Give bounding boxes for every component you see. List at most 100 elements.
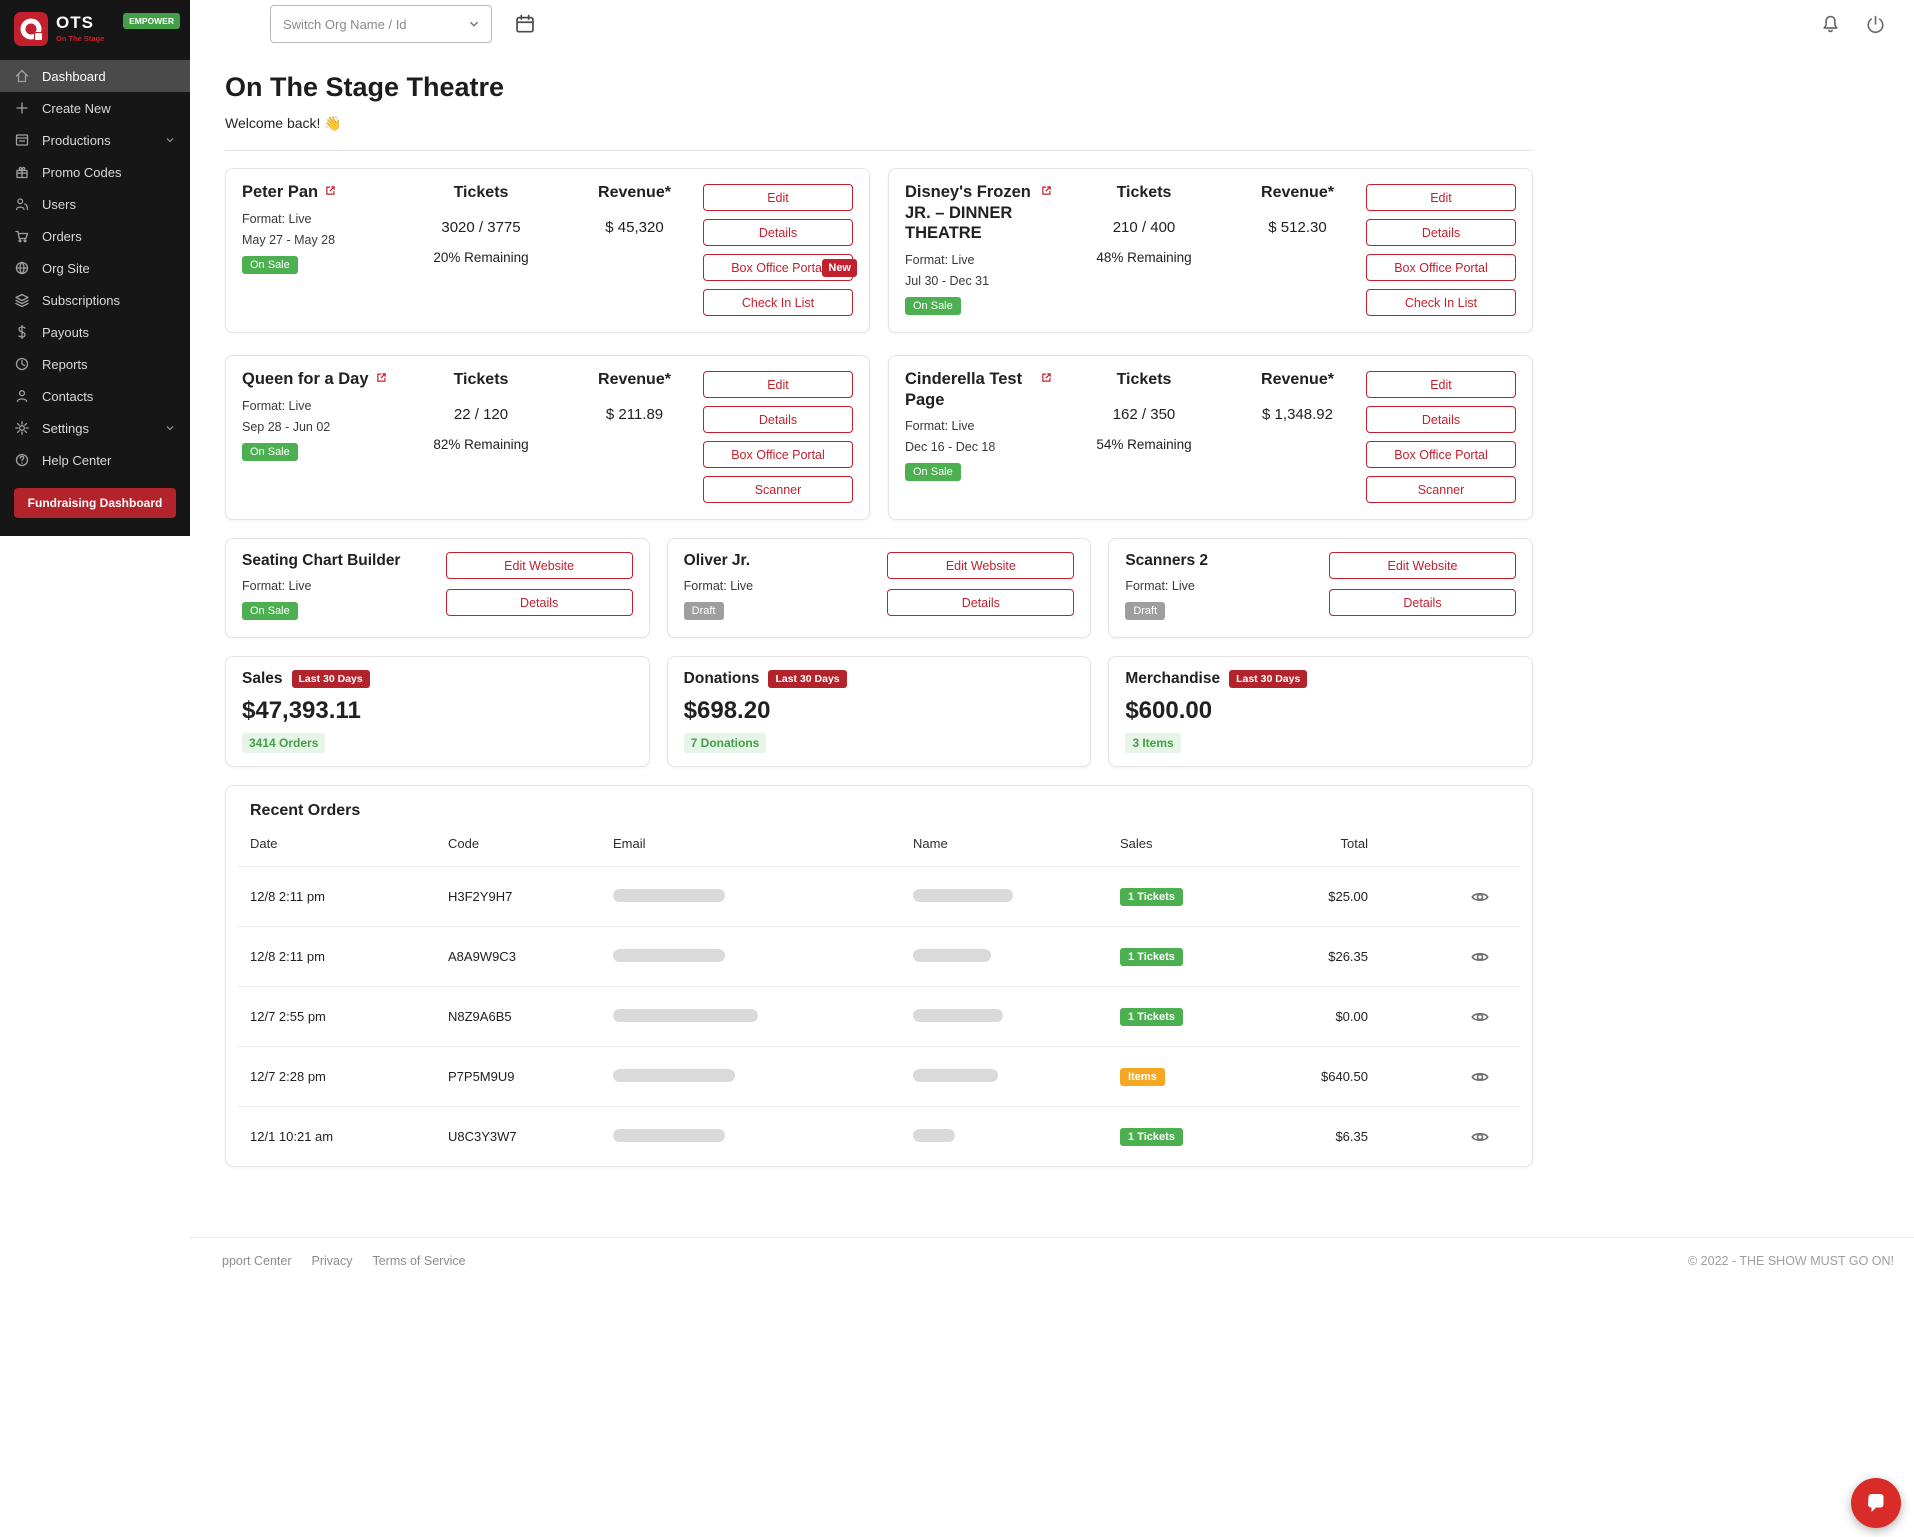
sidebar-item-settings[interactable]: Settings	[0, 412, 190, 444]
column-header-code: Code	[448, 835, 480, 851]
production-title: Queen for a Day	[242, 370, 369, 388]
chevron-down-icon	[164, 134, 176, 146]
globe-icon	[14, 260, 30, 276]
sidebar-item-label: Users	[42, 196, 76, 212]
calendar-icon[interactable]	[514, 13, 536, 35]
view-order-eye-icon[interactable]	[1452, 1067, 1508, 1087]
check-in-list-button[interactable]: Check In List	[1366, 289, 1516, 316]
details-button[interactable]: Details	[445, 589, 633, 616]
external-link-icon[interactable]	[324, 184, 337, 197]
check-in-list-button[interactable]: Check In List	[703, 289, 853, 316]
sidebar-item-help-center[interactable]: Help Center	[0, 444, 190, 476]
sidebar-item-create-new[interactable]: Create New	[0, 92, 190, 124]
table-row: 12/7 2:28 pm P7P5M9U9 Items $640.50	[238, 1046, 1520, 1106]
power-logout-icon[interactable]	[1865, 14, 1886, 35]
redacted-name	[913, 888, 1013, 902]
edit-button[interactable]: Edit	[1366, 184, 1516, 211]
footer-link-privacy[interactable]: Privacy	[311, 1253, 353, 1268]
scanner-button[interactable]: Scanner	[1366, 476, 1516, 503]
sidebar-item-subscriptions[interactable]: Subscriptions	[0, 284, 190, 316]
box-office-portal-button[interactable]: Box Office Portal New	[703, 254, 857, 281]
sidebar-item-label: Productions	[42, 132, 111, 148]
production-format: Format: Live	[905, 252, 975, 267]
details-button[interactable]: Details	[703, 406, 853, 433]
external-link-icon[interactable]	[1040, 371, 1053, 384]
sidebar-item-orders[interactable]: Orders	[0, 220, 190, 252]
external-link-icon[interactable]	[1040, 184, 1053, 197]
sales-badge: 1 Tickets	[1120, 1127, 1183, 1146]
sidebar-item-org-site[interactable]: Org Site	[0, 252, 190, 284]
details-button[interactable]: Details	[703, 219, 853, 246]
edit-button[interactable]: Edit	[1366, 371, 1516, 398]
org-switch-select[interactable]: Switch Org Name / Id	[270, 5, 492, 43]
revenue-header: Revenue*	[1261, 371, 1334, 388]
main: Switch Org Name / Id On The Stage Theatr…	[190, 0, 1914, 1283]
redacted-email	[613, 948, 725, 962]
box-office-portal-button[interactable]: Box Office Portal	[1366, 441, 1516, 468]
edit-website-button[interactable]: Edit Website	[445, 552, 633, 579]
view-order-eye-icon[interactable]	[1452, 887, 1508, 907]
production-card-oliver-jr: Oliver Jr. Format: Live Draft Edit Websi…	[666, 538, 1092, 638]
dollar-icon	[14, 324, 30, 340]
sidebar-nav: Dashboard Create New Productions Promo C…	[0, 60, 190, 476]
tickets-sold: 22 / 120	[453, 406, 509, 423]
sidebar-item-promo-codes[interactable]: Promo Codes	[0, 156, 190, 188]
fundraising-dashboard-button[interactable]: Fundraising Dashboard	[14, 488, 176, 518]
content: On The Stage Theatre Welcome back! 👋 Pet…	[225, 72, 1533, 1167]
column-header-sales: Sales	[1120, 835, 1153, 851]
production-format: Format: Live	[242, 211, 312, 226]
order-code: U8C3Y3W7	[448, 1129, 517, 1144]
edit-website-button[interactable]: Edit Website	[887, 552, 1075, 579]
sidebar-item-productions[interactable]: Productions	[0, 124, 190, 156]
order-total: $6.35	[1335, 1129, 1368, 1144]
cart-icon	[14, 228, 30, 244]
sidebar-item-payouts[interactable]: Payouts	[0, 316, 190, 348]
sidebar-item-contacts[interactable]: Contacts	[0, 380, 190, 412]
stat-meta-badge: 3 Items	[1125, 733, 1181, 753]
redacted-email	[613, 1068, 735, 1082]
view-order-eye-icon[interactable]	[1452, 1127, 1508, 1147]
production-title: Scanners 2	[1125, 552, 1209, 569]
details-button[interactable]: Details	[1366, 219, 1516, 246]
chat-launcher-button[interactable]	[1851, 1478, 1901, 1528]
notifications-bell-icon[interactable]	[1820, 14, 1841, 35]
details-button[interactable]: Details	[1328, 589, 1516, 616]
table-row: 12/7 2:55 pm N8Z9A6B5 1 Tickets $0.00	[238, 986, 1520, 1046]
box-office-portal-button[interactable]: Box Office Portal	[1366, 254, 1516, 281]
details-button[interactable]: Details	[1366, 406, 1516, 433]
production-dates: May 27 - May 28	[242, 232, 336, 247]
sidebar-item-label: Payouts	[42, 324, 89, 340]
footer-link-support-center[interactable]: pport Center	[222, 1253, 292, 1268]
view-order-eye-icon[interactable]	[1452, 1007, 1508, 1027]
scanner-button[interactable]: Scanner	[703, 476, 853, 503]
sales-stat-card: Sales Last 30 Days $47,393.11 3414 Order…	[225, 656, 650, 767]
production-title: Seating Chart Builder	[242, 552, 401, 569]
revenue-value: $ 512.30	[1268, 219, 1327, 236]
sidebar: OTS On The Stage EMPOWER Dashboard Creat…	[0, 0, 190, 536]
edit-button[interactable]: Edit	[703, 184, 853, 211]
order-total: $25.00	[1328, 889, 1368, 904]
redacted-email	[613, 1128, 725, 1142]
sidebar-item-users[interactable]: Users	[0, 188, 190, 220]
view-order-eye-icon[interactable]	[1452, 947, 1508, 967]
redacted-name	[913, 1068, 998, 1082]
brand-header: OTS On The Stage EMPOWER	[0, 0, 190, 60]
edit-website-button[interactable]: Edit Website	[1328, 552, 1516, 579]
tickets-remaining: 54% Remaining	[1096, 437, 1192, 452]
topbar: Switch Org Name / Id	[190, 0, 1914, 48]
productions-icon	[14, 132, 30, 148]
sidebar-item-dashboard[interactable]: Dashboard	[0, 60, 190, 92]
external-link-icon[interactable]	[375, 371, 388, 384]
select-caret-icon	[467, 17, 481, 31]
edit-button[interactable]: Edit	[703, 371, 853, 398]
copyright-text: © 2022 - THE SHOW MUST GO ON!	[1687, 1253, 1894, 1268]
person-icon	[14, 388, 30, 404]
production-title: Oliver Jr.	[683, 552, 751, 569]
sidebar-item-reports[interactable]: Reports	[0, 348, 190, 380]
box-office-portal-button[interactable]: Box Office Portal	[703, 441, 853, 468]
footer: pport Center Privacy Terms of Service © …	[190, 1237, 1914, 1283]
status-badge: On Sale	[905, 296, 961, 315]
footer-link-terms[interactable]: Terms of Service	[372, 1253, 466, 1268]
production-title: Disney's Frozen JR. – DINNER THEATRE	[905, 183, 1031, 243]
details-button[interactable]: Details	[887, 589, 1075, 616]
